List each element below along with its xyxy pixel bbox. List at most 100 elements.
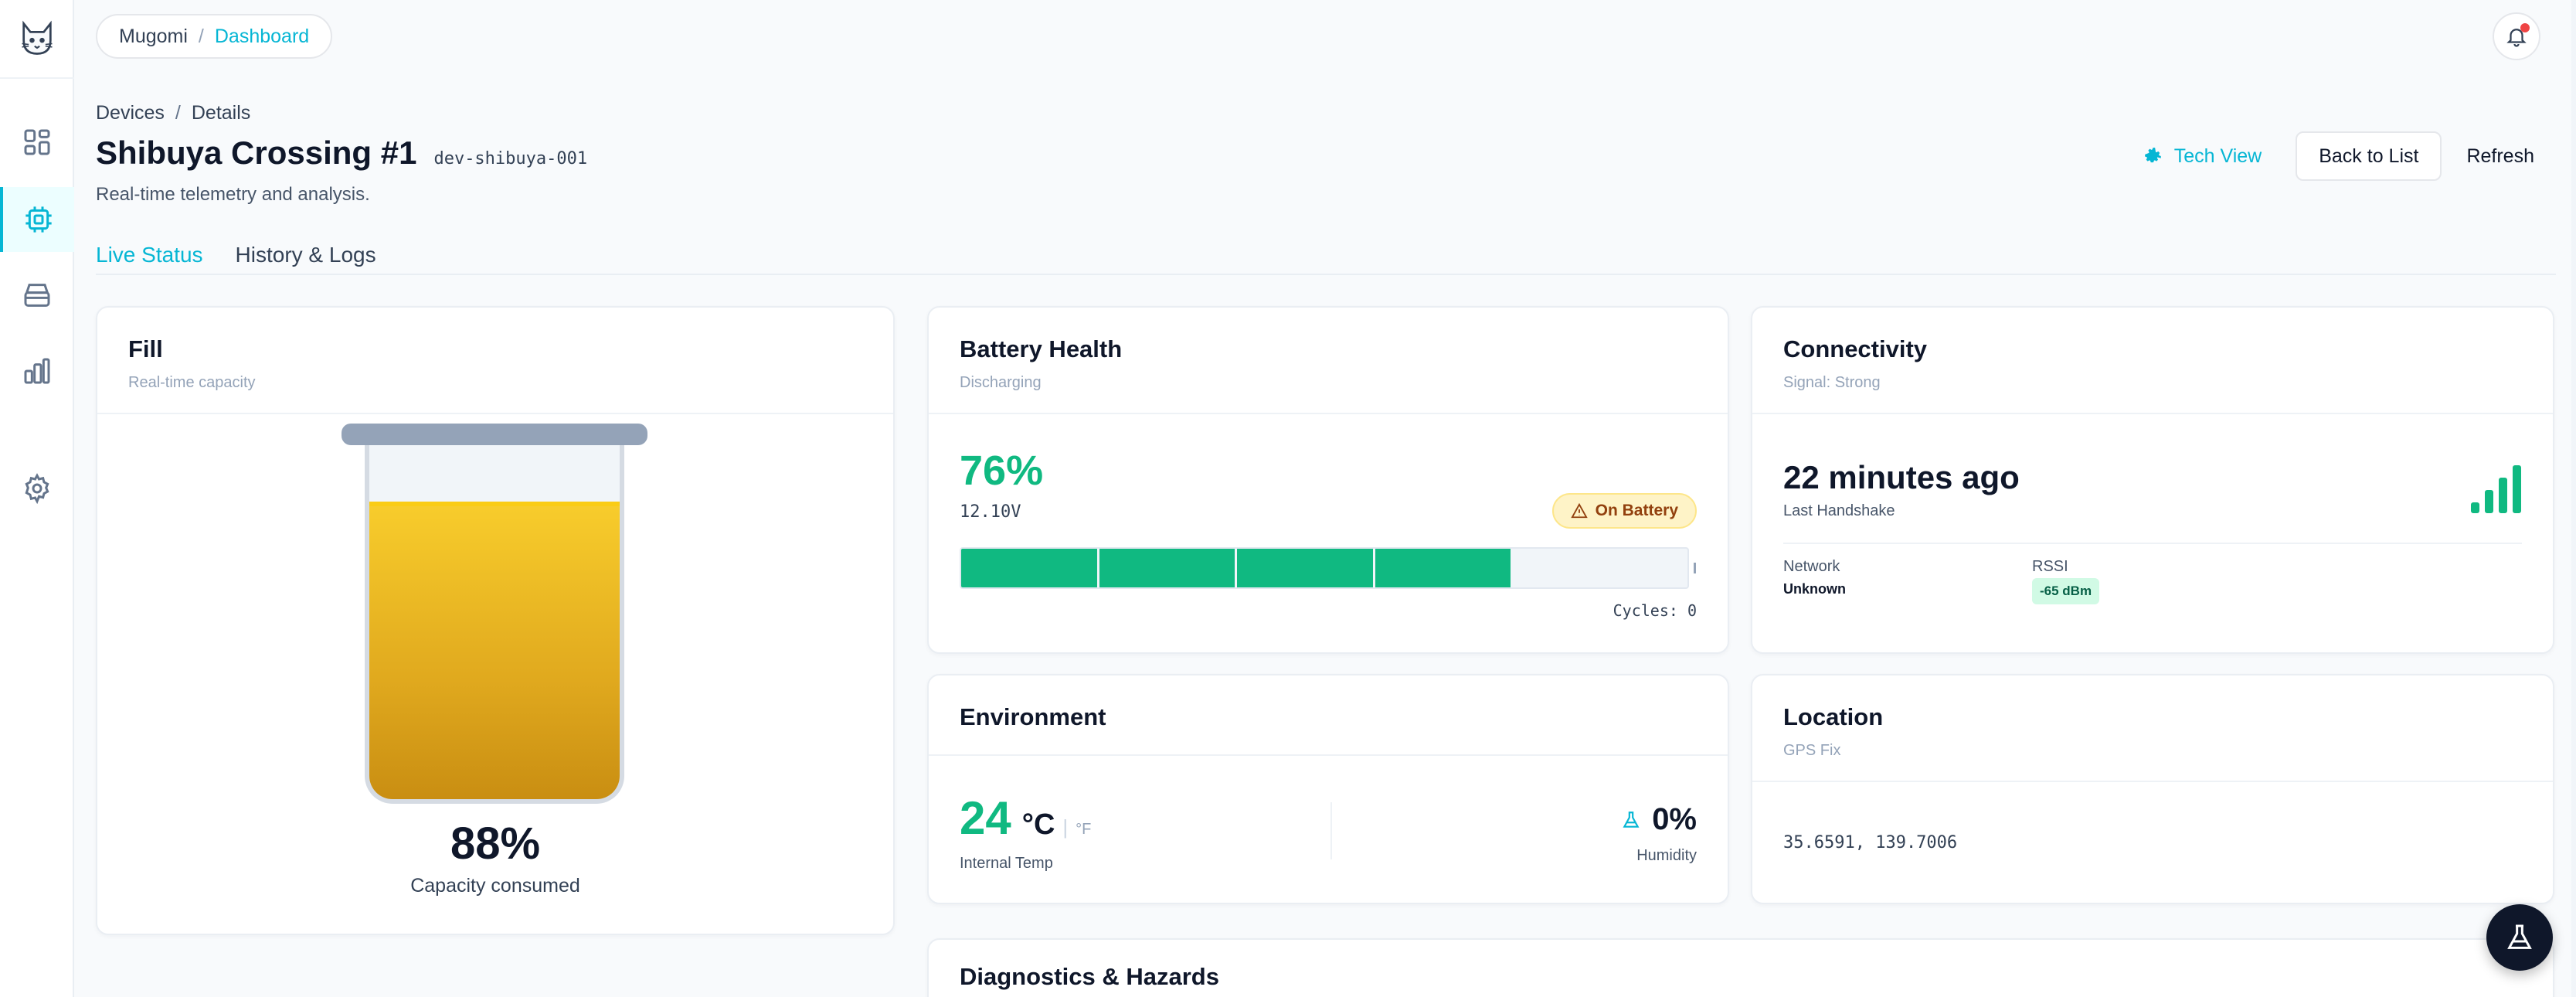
fill-card-header: Fill Real-time capacity xyxy=(97,308,893,414)
gps-coordinates: 35.6591, 139.7006 xyxy=(1783,833,1958,852)
gear-icon xyxy=(25,473,49,504)
unit-separator: | xyxy=(1062,815,1069,839)
divider xyxy=(1330,802,1332,859)
connectivity-card: Connectivity Signal: Strong 22 minutes a… xyxy=(1751,306,2554,654)
card-subtitle: Signal: Strong xyxy=(1783,374,1881,391)
network-value: Unknown xyxy=(1783,581,1846,597)
signal-bar xyxy=(2499,478,2507,513)
celsius-toggle[interactable]: °C xyxy=(1021,808,1055,841)
network-label: Network xyxy=(1783,558,1840,575)
diagnostics-card-header: Diagnostics & Hazards xyxy=(929,940,2553,991)
back-to-list-button[interactable]: Back to List xyxy=(2296,131,2442,181)
environment-card: Environment 24 °C | °F Internal Temp 0% … xyxy=(927,674,1729,904)
notifications-button[interactable] xyxy=(2493,12,2540,60)
bell-icon xyxy=(2506,29,2527,47)
chip-icon xyxy=(25,206,52,233)
battery-level-bar xyxy=(960,547,1689,589)
location-card-header: Location GPS Fix xyxy=(1752,675,2553,782)
battery-percent: 76% xyxy=(960,447,1044,494)
fahrenheit-toggle[interactable]: °F xyxy=(1076,821,1092,838)
beaker-liquid xyxy=(369,501,620,799)
device-id: dev-shibuya-001 xyxy=(433,149,588,168)
fill-percent: 88% xyxy=(450,818,541,869)
card-title: Diagnostics & Hazards xyxy=(960,963,1219,990)
sidebar-item-settings[interactable] xyxy=(0,456,74,521)
environment-card-header: Environment xyxy=(929,675,1728,756)
card-subtitle: Real-time capacity xyxy=(128,374,256,391)
fill-card: Fill Real-time capacity 88% Capacity con… xyxy=(96,306,895,935)
bar-chart-icon xyxy=(24,358,50,384)
sidebar-item-dashboard[interactable] xyxy=(0,110,74,175)
rssi-label: RSSI xyxy=(2032,558,2068,575)
card-title: Fill xyxy=(128,335,163,362)
battery-segment xyxy=(1099,549,1235,587)
title-row: Shibuya Crossing #1 dev-shibuya-001 xyxy=(96,134,587,172)
location-card: Location GPS Fix 35.6591, 139.7006 xyxy=(1751,674,2554,904)
battery-cycles: Cycles: 0 xyxy=(1613,601,1697,620)
app-logo[interactable] xyxy=(9,11,65,66)
flask-icon xyxy=(2507,924,2532,949)
signal-bar xyxy=(2513,465,2521,513)
card-title: Location xyxy=(1783,703,1884,730)
connectivity-card-header: Connectivity Signal: Strong xyxy=(1752,308,2553,414)
breadcrumb-devices-link[interactable]: Devices xyxy=(96,102,165,124)
lab-fab-button[interactable] xyxy=(2486,904,2553,971)
tab-history-logs[interactable]: History & Logs xyxy=(235,243,376,267)
humidity-readout: 0% xyxy=(1621,802,1697,837)
cat-logo-icon xyxy=(22,20,53,55)
breadcrumb-details: Details xyxy=(191,102,251,124)
last-handshake-label: Last Handshake xyxy=(1783,502,1895,519)
temperature-readout: 24 °C | °F xyxy=(960,791,1091,845)
battery-card-header: Battery Health Discharging xyxy=(929,308,1728,414)
beaker-body xyxy=(365,439,624,804)
card-title: Connectivity xyxy=(1783,335,1928,362)
page-breadcrumb: Devices / Details xyxy=(96,102,250,124)
battery-segment xyxy=(961,549,1097,587)
top-bar: Mugomi / Dashboard xyxy=(74,0,2576,73)
battery-segment xyxy=(1375,549,1511,587)
signal-bar xyxy=(2471,502,2479,513)
rssi-badge: -65 dBm xyxy=(2032,578,2100,604)
tab-bar: Live Status History & Logs xyxy=(96,232,2556,275)
battery-card: Battery Health Discharging 76% 12.10V On… xyxy=(927,306,1729,654)
humidity-value: 0% xyxy=(1652,802,1697,836)
grid-icon xyxy=(24,129,50,155)
breadcrumb-home-link[interactable]: Mugomi xyxy=(119,25,188,47)
battery-status-label: On Battery xyxy=(1595,502,1678,519)
sidebar xyxy=(0,0,74,997)
archive-icon xyxy=(24,284,50,307)
sidebar-divider xyxy=(0,77,74,79)
tab-live-status[interactable]: Live Status xyxy=(96,243,203,267)
divider xyxy=(1783,543,2522,544)
battery-terminal xyxy=(1694,563,1696,573)
refresh-button[interactable]: Refresh xyxy=(2466,145,2534,167)
battery-voltage: 12.10V xyxy=(960,502,1021,522)
diagnostics-card: Diagnostics & Hazards xyxy=(927,938,2554,997)
humidity-label: Humidity xyxy=(1636,847,1697,864)
temperature-value: 24 xyxy=(960,792,1011,844)
breadcrumb-separator: / xyxy=(175,102,181,124)
card-title: Battery Health xyxy=(960,335,1123,362)
signal-strength-icon xyxy=(2471,462,2522,513)
page-subtitle: Real-time telemetry and analysis. xyxy=(96,184,370,205)
breadcrumb-current[interactable]: Dashboard xyxy=(214,25,310,47)
header-actions: Tech View Back to List Refresh xyxy=(2131,131,2537,181)
beaker-rim xyxy=(342,424,647,445)
card-subtitle: Discharging xyxy=(960,374,1042,391)
sidebar-item-inventory[interactable] xyxy=(0,263,74,328)
page-scrollbar[interactable] xyxy=(2571,0,2576,997)
temperature-label: Internal Temp xyxy=(960,855,1053,872)
warning-icon xyxy=(1570,502,1588,519)
page-title: Shibuya Crossing #1 xyxy=(96,134,417,171)
gear-icon xyxy=(2144,148,2161,163)
signal-bar xyxy=(2485,490,2493,513)
card-title: Environment xyxy=(960,703,1106,730)
flask-icon xyxy=(1623,811,1640,828)
fill-caption: Capacity consumed xyxy=(410,875,580,897)
top-breadcrumb: Mugomi / Dashboard xyxy=(96,14,333,59)
breadcrumb-separator: / xyxy=(198,25,204,47)
sidebar-item-analytics[interactable] xyxy=(0,339,74,403)
fill-beaker xyxy=(342,424,647,804)
tech-view-button[interactable]: Tech View xyxy=(2131,145,2275,168)
sidebar-item-devices[interactable] xyxy=(0,187,74,252)
